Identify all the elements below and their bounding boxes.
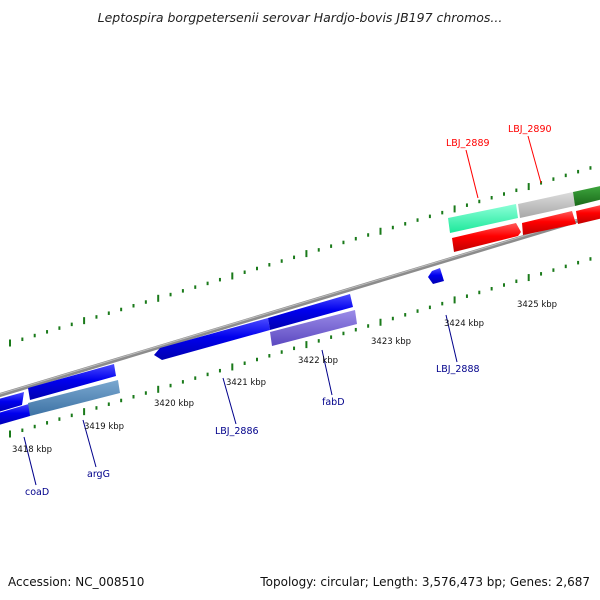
gene-feature-LBJ_2886[interactable] <box>154 318 270 360</box>
sequence-backbone-highlight <box>0 212 600 395</box>
topology-summary: Topology: circular; Length: 3,576,473 bp… <box>260 575 590 589</box>
map-labels: 3418 kbp 3419 kbp 3420 kbp 3421 kbp 3422 kbp… <box>12 124 557 498</box>
leader-line-LBJ_2889 <box>465 149 479 199</box>
map-title: Leptospira borgpetersenii serovar Hardjo… <box>97 10 503 25</box>
gene-feature-LBJ_2890[interactable] <box>522 211 576 235</box>
gene-label-LBJ_2889[interactable]: LBJ_2889 <box>446 138 490 149</box>
gene-feature-upstream[interactable] <box>0 392 24 413</box>
scale-ticks <box>9 166 592 438</box>
sequence-backbone <box>0 211 600 398</box>
gene-feature-green-right[interactable] <box>573 185 600 206</box>
gene-label-LBJ_2890[interactable]: LBJ_2890 <box>508 124 552 135</box>
gene-label-fabD[interactable]: fabD <box>322 397 345 408</box>
gene-label-LBJ_2886[interactable]: LBJ_2886 <box>215 426 259 437</box>
gene-feature-argG-fwd[interactable] <box>28 364 116 400</box>
gene-feature-gray[interactable] <box>518 192 575 218</box>
scale-label: 3425 kbp <box>517 300 557 310</box>
leader-line-argG <box>82 419 97 468</box>
gene-feature-red-right[interactable] <box>576 204 600 224</box>
scale-label: 3423 kbp <box>371 337 411 347</box>
scale-label: 3424 kbp <box>444 319 484 329</box>
label-leaders <box>23 135 542 486</box>
gene-feature-LBJ_2886b[interactable] <box>268 294 353 330</box>
gene-feature-LBJ_2889[interactable] <box>452 223 521 252</box>
gene-feature-LBJ_2889-green[interactable] <box>448 204 518 233</box>
leader-line-LBJ_2888 <box>445 314 458 363</box>
leader-line-fabD <box>321 349 333 396</box>
scale-label: 3418 kbp <box>12 445 52 455</box>
gene-feature-argG[interactable] <box>28 380 120 416</box>
leader-line-LBJ_2890 <box>527 135 542 184</box>
accession-label: Accession: NC_008510 <box>8 575 145 589</box>
gene-label-LBJ_2888[interactable]: LBJ_2888 <box>436 364 480 375</box>
gene-feature-coaD[interactable] <box>0 403 32 426</box>
gene-label-coaD[interactable]: coaD <box>25 487 49 498</box>
scale-label: 3422 kbp <box>298 356 338 366</box>
leader-line-LBJ_2886 <box>222 377 237 425</box>
scale-label: 3421 kbp <box>226 378 266 388</box>
gene-feature-LBJ_2888[interactable] <box>428 268 444 284</box>
feature-track <box>0 185 600 426</box>
gene-label-argG[interactable]: argG <box>87 469 110 480</box>
leader-line-coaD <box>23 436 37 486</box>
scale-label: 3420 kbp <box>154 399 194 409</box>
scale-label: 3419 kbp <box>84 422 124 432</box>
gene-feature-fabD[interactable] <box>270 310 357 346</box>
